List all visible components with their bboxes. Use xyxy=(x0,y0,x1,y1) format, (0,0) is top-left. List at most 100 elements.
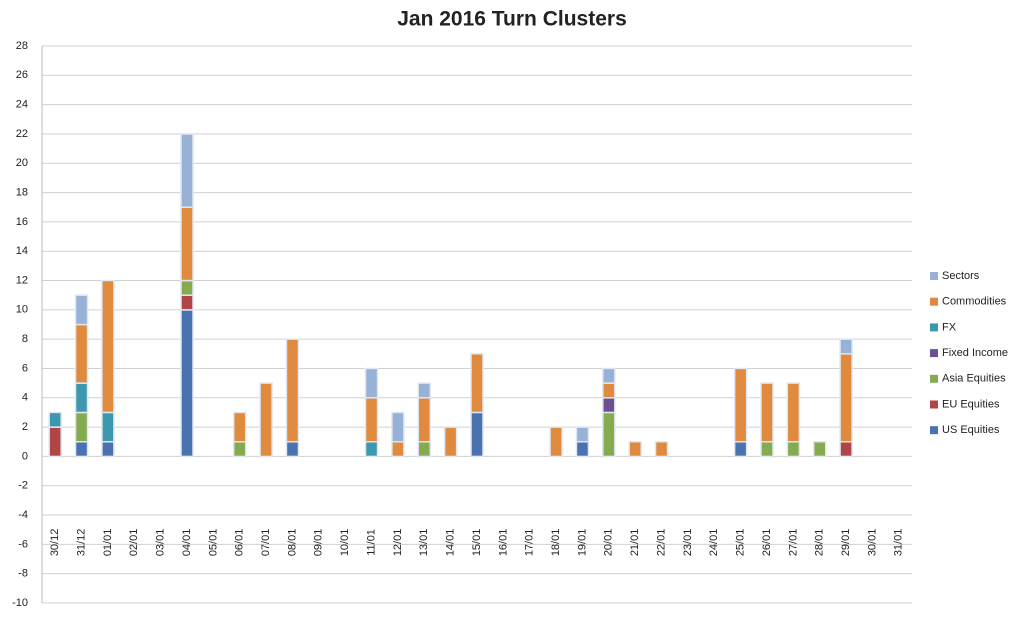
x-tick-label: 21/01 xyxy=(629,529,641,557)
legend-label: US Equities xyxy=(942,424,1000,436)
bar-segment xyxy=(232,411,247,443)
y-tick-label: 26 xyxy=(16,69,28,81)
y-tick-label: 2 xyxy=(22,421,28,433)
legend-swatch xyxy=(930,297,938,306)
bar-segment xyxy=(602,411,616,458)
x-tick-label: 13/01 xyxy=(418,529,430,557)
legend-label: Asia Equities xyxy=(942,373,1006,385)
bar-segment xyxy=(101,411,115,443)
y-tick-label: 0 xyxy=(22,450,28,462)
bar-segment xyxy=(760,441,774,458)
x-tick-label: 31/01 xyxy=(893,529,905,557)
bar-segment xyxy=(391,441,405,458)
bar-segment xyxy=(786,382,801,443)
bar-segment xyxy=(575,426,590,443)
bar-segment xyxy=(74,441,89,458)
legend-swatch xyxy=(930,374,938,383)
bar-segment xyxy=(232,441,247,458)
y-tick-label: -2 xyxy=(18,480,28,492)
x-tick-label: 25/01 xyxy=(735,529,747,557)
bar-segment xyxy=(285,441,300,458)
legend-swatch xyxy=(930,426,938,435)
x-tick-label: 10/01 xyxy=(339,529,351,557)
bar-segment xyxy=(364,441,379,458)
bar-segment xyxy=(391,411,405,443)
x-tick-label: 17/01 xyxy=(524,529,536,557)
legend-swatch xyxy=(930,400,938,409)
y-tick-label: 16 xyxy=(16,216,28,228)
y-tick-label: -10 xyxy=(12,597,28,609)
bar-segment xyxy=(259,382,273,458)
x-tick-label: 12/01 xyxy=(392,529,404,557)
bar-segment xyxy=(285,338,300,443)
bar-segment xyxy=(48,411,62,428)
bar-segment xyxy=(760,382,774,443)
bar-segment xyxy=(602,367,616,384)
x-tick-label: 09/01 xyxy=(313,529,325,557)
bar-segment xyxy=(417,382,432,399)
legend-label: EU Equities xyxy=(942,398,1000,410)
x-tick-label: 14/01 xyxy=(445,529,457,557)
y-tick-label: 10 xyxy=(16,304,28,316)
legend-swatch xyxy=(930,323,938,332)
bar-segment xyxy=(602,382,616,399)
bar-segment xyxy=(654,441,669,458)
bar-segment xyxy=(602,397,616,414)
x-tick-label: 11/01 xyxy=(365,529,377,556)
y-tick-label: 24 xyxy=(16,99,28,111)
bar-segment xyxy=(180,309,194,458)
bar-segment xyxy=(786,441,801,458)
bar-segment xyxy=(628,441,642,458)
x-tick-label: 24/01 xyxy=(708,529,720,557)
y-tick-label: 14 xyxy=(16,245,28,257)
bar-segment xyxy=(101,441,115,458)
chart-title: Jan 2016 Turn Clusters xyxy=(397,8,627,31)
x-tick-label: 18/01 xyxy=(550,529,562,557)
legend-label: Sectors xyxy=(942,270,980,282)
x-tick-label: 02/01 xyxy=(128,529,140,557)
bar-segment xyxy=(443,426,458,458)
bar-segment xyxy=(74,411,89,443)
x-tick-label: 07/01 xyxy=(260,529,272,557)
x-tick-label: 29/01 xyxy=(840,529,852,557)
x-tick-label: 04/01 xyxy=(181,529,193,557)
legend-swatch xyxy=(930,272,938,280)
bar-segment xyxy=(470,411,484,458)
bar-segment xyxy=(839,353,853,443)
x-tick-label: 31/12 xyxy=(75,529,87,557)
x-tick-label: 28/01 xyxy=(814,529,826,557)
bar-segment xyxy=(48,426,62,458)
x-tick-label: 08/01 xyxy=(286,529,298,557)
x-tick-label: 30/12 xyxy=(49,529,61,557)
bar-segment xyxy=(417,441,432,458)
y-tick-label: 28 xyxy=(16,40,28,52)
bar-segment xyxy=(74,323,89,384)
x-tick-label: 05/01 xyxy=(207,529,219,557)
x-tick-label: 27/01 xyxy=(787,529,799,557)
bar-segment xyxy=(180,206,194,282)
bar-segment xyxy=(180,133,194,208)
bar-segment xyxy=(733,367,748,443)
bar-segment xyxy=(549,426,563,458)
x-tick-label: 16/01 xyxy=(497,529,509,557)
y-tick-label: 18 xyxy=(16,186,28,198)
y-tick-label: 6 xyxy=(22,362,28,374)
x-tick-label: 06/01 xyxy=(234,529,246,557)
bar-segment xyxy=(575,441,590,458)
bar-segment xyxy=(364,397,379,443)
bar-segment xyxy=(101,279,115,414)
bar-segment xyxy=(812,441,827,458)
legend-label: FX xyxy=(942,321,957,333)
bar-segment xyxy=(180,279,194,296)
x-tick-label: 26/01 xyxy=(761,529,773,557)
legend-swatch xyxy=(930,349,938,358)
x-tick-label: 01/01 xyxy=(102,529,114,557)
x-tick-label: 22/01 xyxy=(655,529,667,557)
bar-segment xyxy=(839,338,853,355)
legend-label: Fixed Income xyxy=(942,347,1008,359)
bar-segment xyxy=(364,367,379,399)
bar-segment xyxy=(74,382,89,414)
y-tick-label: 8 xyxy=(22,333,28,345)
x-tick-label: 03/01 xyxy=(155,529,167,557)
